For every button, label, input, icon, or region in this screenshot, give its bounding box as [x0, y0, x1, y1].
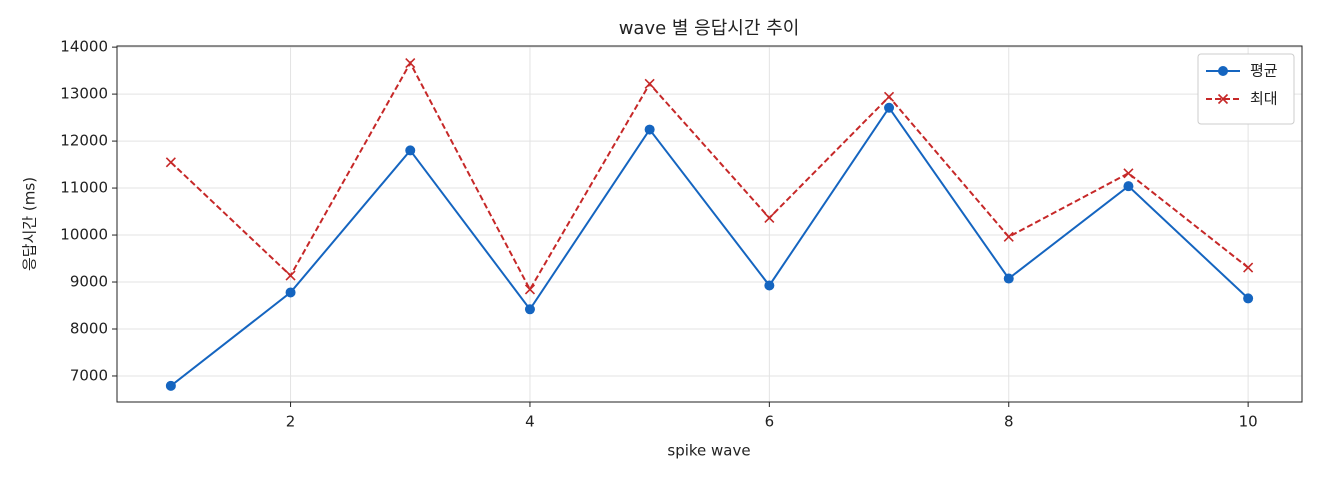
x-tick-label: 4	[525, 413, 535, 431]
plot-frame	[116, 45, 1303, 403]
point	[884, 102, 895, 113]
point	[405, 57, 416, 69]
x-axis-label: spike wave	[667, 442, 750, 460]
point	[524, 304, 535, 315]
point	[524, 284, 536, 295]
legend-label: 최대	[1250, 90, 1278, 108]
x-tick-label: 10	[1239, 413, 1258, 431]
point	[1243, 262, 1254, 273]
legend-label: 평균	[1250, 62, 1278, 80]
series-line	[170, 105, 1249, 387]
y-tick-label: 8000	[70, 319, 108, 337]
chart-title: wave 별 응답시간 추이	[619, 18, 800, 39]
point	[165, 157, 176, 168]
y-tick-label: 9000	[70, 273, 108, 291]
legend-marker	[1218, 66, 1228, 76]
point	[1243, 293, 1254, 304]
point	[285, 287, 296, 298]
point	[1003, 273, 1014, 284]
x-tick-label: 8	[1004, 413, 1014, 431]
y-axis-label: 응답시간 (ms)	[21, 177, 39, 271]
point	[405, 145, 416, 156]
point	[1003, 231, 1014, 242]
point	[883, 91, 895, 102]
point	[1123, 168, 1134, 179]
y-tick-label: 14000	[60, 38, 108, 56]
y-tick-label: 10000	[60, 226, 108, 244]
y-tick-label: 11000	[60, 179, 108, 197]
point	[764, 212, 775, 224]
point	[764, 280, 775, 291]
point	[165, 380, 176, 391]
y-tick-label: 7000	[70, 366, 108, 384]
point	[285, 270, 296, 281]
point	[644, 78, 655, 89]
legend-box	[1197, 53, 1295, 125]
point	[1123, 181, 1134, 192]
point	[644, 124, 655, 135]
x-tick-label: 6	[765, 413, 775, 431]
legend-marker	[1217, 93, 1229, 105]
x-tick-label: 2	[286, 413, 296, 431]
series-line	[170, 60, 1249, 292]
y-tick-label: 12000	[60, 132, 108, 150]
y-tick-label: 13000	[60, 85, 108, 103]
